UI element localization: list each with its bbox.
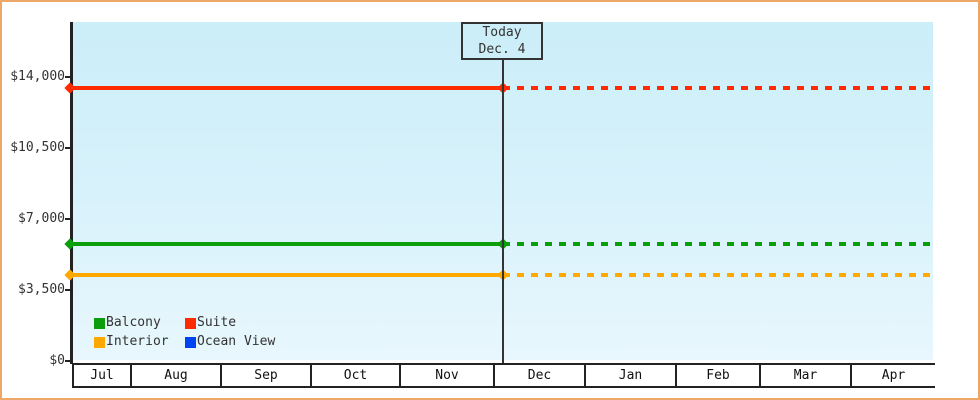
y-tick-label: $0 xyxy=(49,353,65,368)
legend: Balcony Suite Interior Ocean View xyxy=(94,316,275,349)
month-cell: Nov xyxy=(399,365,493,386)
legend-label: Balcony xyxy=(106,315,161,330)
series-line-dashed-suite xyxy=(503,86,933,91)
series-line-solid-suite xyxy=(72,86,503,91)
month-cell: Sep xyxy=(220,365,310,386)
y-tick-mark xyxy=(65,289,72,291)
month-cell: Jan xyxy=(584,365,675,386)
y-tick-mark xyxy=(65,76,72,78)
series-line-dashed-balcony xyxy=(503,241,933,246)
legend-label: Interior xyxy=(106,334,169,349)
legend-swatch-icon xyxy=(185,317,196,329)
y-tick-label: $3,500 xyxy=(18,282,65,297)
today-label: Today xyxy=(482,25,522,40)
y-tick-mark xyxy=(65,147,72,149)
month-cell: Dec xyxy=(493,365,584,386)
legend-item-suite: Suite xyxy=(185,316,275,330)
month-cell: Jul xyxy=(72,365,130,386)
y-tick-label: $7,000 xyxy=(18,211,65,226)
month-cell: Mar xyxy=(759,365,850,386)
legend-item-ocean-view: Ocean View xyxy=(185,335,275,349)
y-axis-line xyxy=(70,22,73,364)
legend-item-interior: Interior xyxy=(94,335,185,349)
x-axis-month-band: Jul Aug Sep Oct Nov Dec Jan Feb Mar Apr xyxy=(72,363,935,388)
y-tick-label: $14,000 xyxy=(10,69,65,84)
y-tick-mark xyxy=(65,360,72,362)
series-line-solid-interior xyxy=(72,272,503,277)
y-tick-mark xyxy=(65,218,72,220)
today-date: Dec. 4 xyxy=(478,42,526,57)
legend-swatch-icon xyxy=(94,336,105,348)
legend-swatch-icon xyxy=(185,336,196,348)
today-annotation-box: Today Dec. 4 xyxy=(461,22,543,60)
today-vertical-line xyxy=(502,60,504,363)
month-cell: Feb xyxy=(675,365,759,386)
month-cell: Apr xyxy=(850,365,935,386)
month-cell: Oct xyxy=(310,365,399,386)
legend-swatch-icon xyxy=(94,317,105,329)
series-line-dashed-interior xyxy=(503,272,933,277)
legend-item-balcony: Balcony xyxy=(94,316,185,330)
month-cell: Aug xyxy=(130,365,220,386)
series-line-solid-balcony xyxy=(72,241,503,246)
y-tick-label: $10,500 xyxy=(10,140,65,155)
legend-label: Suite xyxy=(197,315,237,330)
legend-label: Ocean View xyxy=(197,334,276,349)
